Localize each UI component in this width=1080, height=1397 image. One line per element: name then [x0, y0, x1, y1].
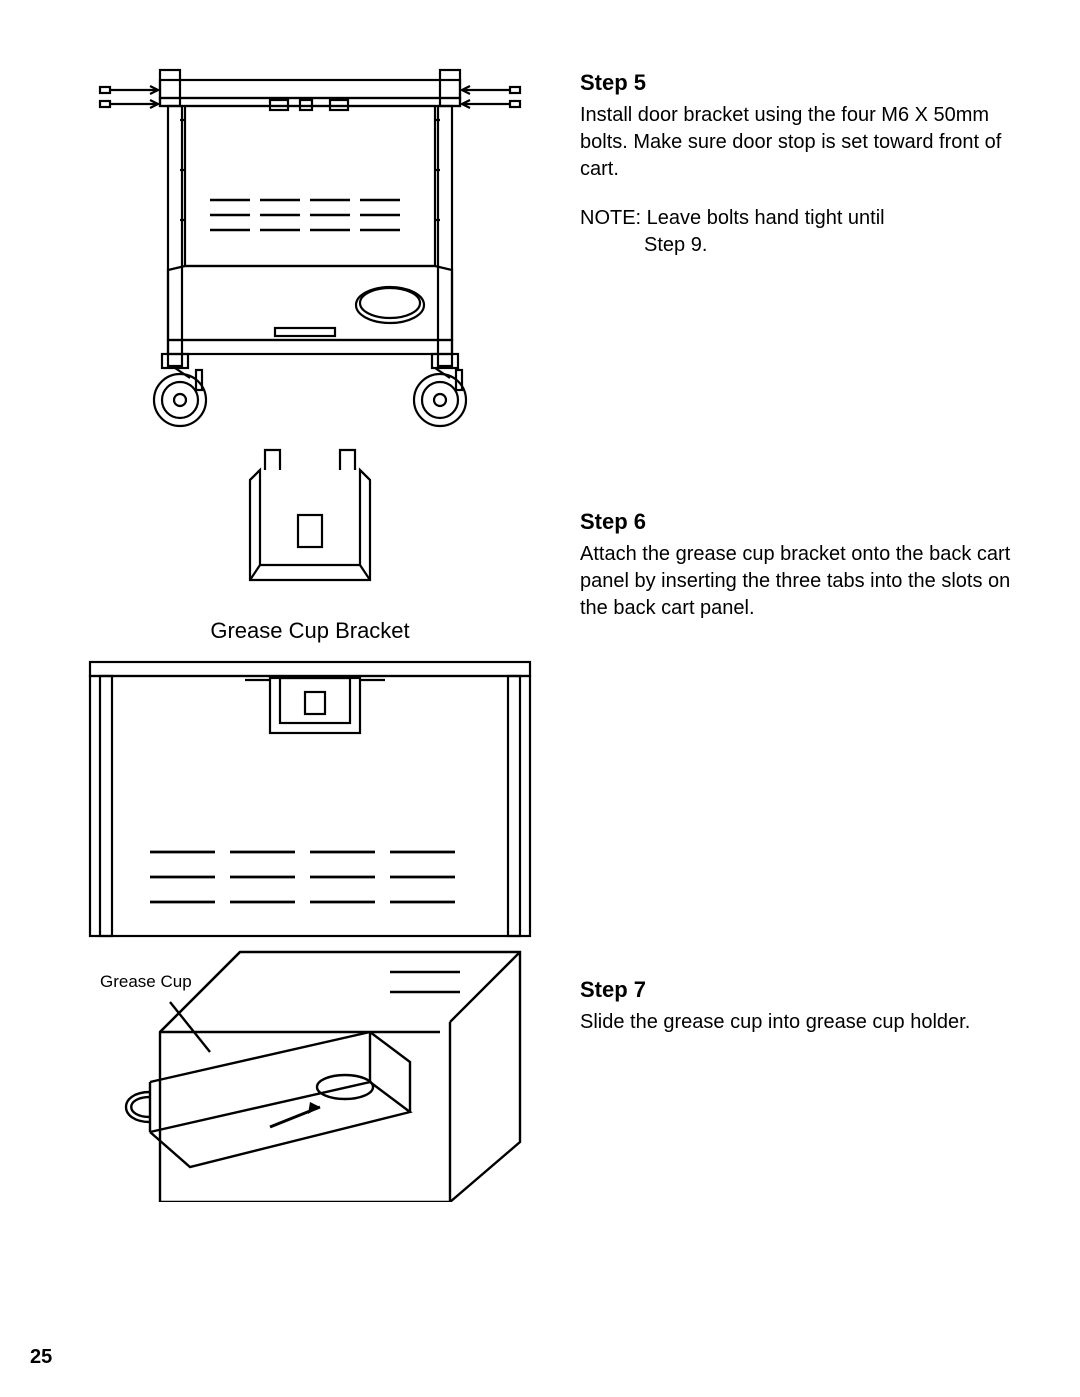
step-5-body: Install door bracket using the four M6 X… [580, 102, 1030, 183]
step-7-title: Step 7 [580, 977, 1030, 1003]
bracket-piece-diagram [210, 440, 410, 610]
step-7: Step 7 Slide the grease cup into grease … [580, 977, 1030, 1036]
cart-diagram [90, 60, 530, 440]
step-5-note-lead: NOTE: Leave bolts hand tight until [580, 207, 885, 229]
bracket-label: Grease Cup Bracket [210, 618, 409, 644]
step-5: Step 5 Install door bracket using the fo… [580, 70, 1030, 259]
grease-cup-label: Grease Cup [100, 972, 192, 992]
step-6-body: Attach the grease cup bracket onto the b… [580, 541, 1030, 622]
back-panel-diagram [80, 652, 540, 942]
step-5-note-cont: Step 9. [580, 232, 1030, 259]
step-5-title: Step 5 [580, 70, 1030, 96]
step-6-title: Step 6 [580, 509, 1030, 535]
page: Grease Cup Bracket [70, 60, 1030, 1357]
step-5-note: NOTE: Leave bolts hand tight until Step … [580, 205, 1030, 259]
diagram-column: Grease Cup Bracket [70, 60, 550, 1357]
text-column: Step 5 Install door bracket using the fo… [550, 60, 1030, 1357]
grease-cup-diagram-wrap: Grease Cup [90, 942, 530, 1202]
page-number: 25 [30, 1346, 52, 1369]
step-6: Step 6 Attach the grease cup bracket ont… [580, 509, 1030, 622]
step-7-body: Slide the grease cup into grease cup hol… [580, 1009, 1030, 1036]
